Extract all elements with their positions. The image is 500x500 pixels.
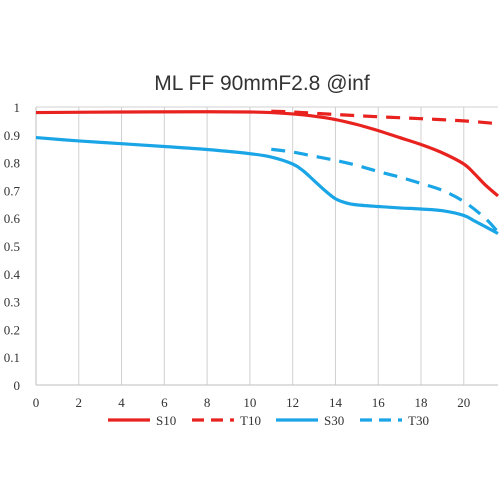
y-tick-label: 0.2 [4, 322, 20, 337]
x-tick-label: 20 [457, 395, 470, 410]
y-tick-label: 1 [14, 100, 21, 115]
series-line-s10 [35, 110, 500, 198]
legend-label-t10: T10 [240, 413, 261, 428]
legend-label-s10: S10 [156, 413, 176, 428]
y-tick-label: 0 [14, 378, 21, 393]
chart-title: ML FF 90mmF2.8 @inf [154, 72, 370, 95]
x-tick-label: 4 [118, 395, 125, 410]
series-line-t30 [271, 147, 500, 234]
y-tick-label: 0.8 [4, 156, 20, 171]
axis-layer: 00.10.20.30.40.50.60.70.80.910 2 4 6 8 10 12 14… [4, 100, 498, 410]
y-tick-label: 0.3 [4, 295, 20, 310]
y-tick-label: 0.7 [4, 183, 21, 198]
y-tick-label: 0.5 [4, 239, 20, 254]
x-tick-label: 12 [286, 395, 299, 410]
x-tick-label: 6 [161, 395, 168, 410]
grid-layer [36, 106, 498, 385]
x-tick-label: 2 [76, 395, 83, 410]
x-tick-label: 10 [243, 395, 256, 410]
x-tick-label: 0 [33, 395, 40, 410]
y-tick-label: 0.6 [4, 211, 21, 226]
y-tick-label: 0.1 [4, 350, 20, 365]
series-line-s30 [35, 135, 499, 235]
legend: S10 T10 S30 T30 [108, 413, 429, 428]
series-line-t10 [271, 109, 499, 126]
series-layer [35, 109, 500, 235]
y-tick-label: 0.9 [4, 128, 20, 143]
x-tick-label: 16 [372, 395, 386, 410]
y-tick-label: 0.4 [4, 267, 21, 282]
legend-label-t30: T30 [408, 413, 429, 428]
x-tick-label: 8 [204, 395, 211, 410]
legend-label-s30: S30 [324, 413, 344, 428]
x-tick-label: 18 [415, 395, 428, 410]
x-tick-label: 14 [329, 395, 343, 410]
